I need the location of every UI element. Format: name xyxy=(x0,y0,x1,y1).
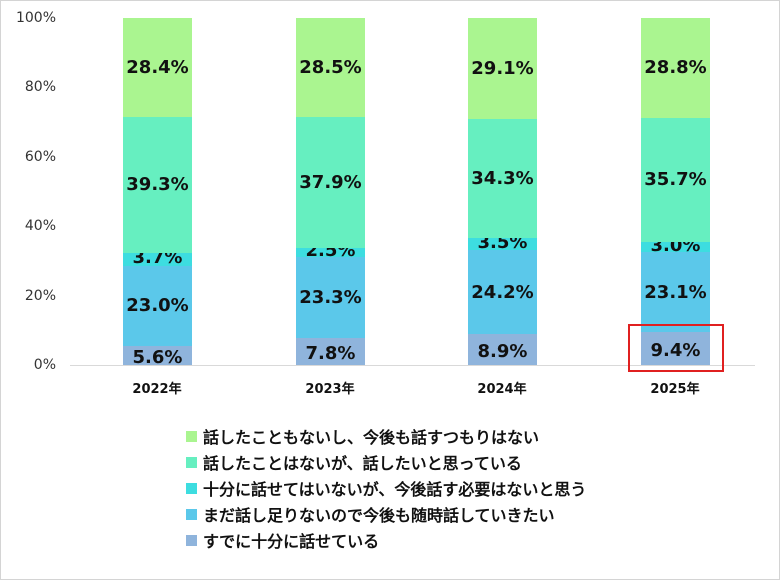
bar-segment: 9.4% xyxy=(641,332,710,365)
bar-segment: 24.2% xyxy=(468,250,537,335)
bar-segment: 34.3% xyxy=(468,118,537,238)
legend-item: 十分に話せてはいないが、今後話す必要はないと思う xyxy=(186,476,586,500)
x-tick-label: 2022年 xyxy=(132,382,182,397)
legend-item: まだ話し足りないので今後も随時話していきたい xyxy=(186,502,586,526)
legend-swatch-icon xyxy=(186,456,197,468)
legend-label: まだ話し足りないので今後も随時話していきたい xyxy=(203,506,555,525)
highlight-box xyxy=(628,324,724,372)
legend-swatch-icon xyxy=(186,430,197,442)
legend-item: 話したこともないし、今後も話すつもりはない xyxy=(186,424,586,448)
bar-segment: 23.3% xyxy=(296,257,365,338)
bar-segment: 39.3% xyxy=(123,116,192,253)
data-label: 39.3% xyxy=(126,174,189,196)
bar-segment: 2.5% xyxy=(296,240,365,261)
bar-segment: 28.5% xyxy=(296,18,365,117)
data-label: 35.7% xyxy=(644,169,707,191)
y-tick-label: 20% xyxy=(24,287,56,304)
y-tick-label: 100% xyxy=(15,10,56,26)
bar-segment: 3.0% xyxy=(641,235,710,256)
bar-segment: 5.6% xyxy=(123,345,192,368)
bar-segment: 23.0% xyxy=(123,265,192,346)
bar-segment: 3.7% xyxy=(123,247,192,268)
data-label: 37.9% xyxy=(299,172,362,194)
data-label: 7.8% xyxy=(305,342,356,364)
legend-label: 話したこともないし、今後も話すつもりはない xyxy=(203,428,540,447)
x-tick-label: 2024年 xyxy=(477,382,527,397)
bar-segment: 29.1% xyxy=(468,18,537,119)
y-tick-label: 60% xyxy=(24,148,56,165)
data-label: 8.9% xyxy=(477,341,528,363)
bar-segment: 35.7% xyxy=(641,117,710,242)
legend-swatch-icon xyxy=(186,534,197,546)
y-tick-label: 80% xyxy=(24,79,56,96)
x-axis-line xyxy=(70,365,755,366)
data-label: 9.4% xyxy=(650,340,701,362)
legend-label: 十分に話せてはいないが、今後話す必要はないと思う xyxy=(203,480,587,499)
y-tick-label: 40% xyxy=(24,218,56,235)
bar-segment: 8.9% xyxy=(468,334,537,365)
bar-segment: 37.9% xyxy=(296,116,365,249)
x-tick-label: 2023年 xyxy=(305,382,355,397)
legend-label: すでに十分に話せている xyxy=(203,532,380,551)
x-tick-label: 2025年 xyxy=(650,382,700,397)
data-label: 34.3% xyxy=(471,167,534,189)
legend-label: 話したことはないが、話したいと思っている xyxy=(203,454,522,473)
bar-segment: 7.8% xyxy=(296,337,365,365)
data-label: 24.2% xyxy=(471,281,534,303)
data-label: 28.5% xyxy=(299,56,362,78)
data-label: 29.1% xyxy=(471,57,534,79)
bar-segment: 28.8% xyxy=(641,18,710,118)
legend-item: すでに十分に話せている xyxy=(186,528,586,552)
legend-swatch-icon xyxy=(186,482,197,494)
data-label: 23.3% xyxy=(299,287,362,308)
bar-segment: 23.1% xyxy=(641,252,710,333)
y-tick-label: 0% xyxy=(33,357,56,373)
legend-swatch-icon xyxy=(186,508,197,520)
data-label: 23.1% xyxy=(644,281,707,303)
data-label: 5.6% xyxy=(132,346,183,368)
bar-segment: 3.5% xyxy=(468,232,537,253)
data-label: 28.8% xyxy=(644,57,707,79)
data-label: 23.0% xyxy=(126,295,189,317)
data-label: 28.4% xyxy=(126,56,189,78)
legend-item: 話したことはないが、話したいと思っている xyxy=(186,450,586,474)
legend: 話したこともないし、今後も話すつもりはない 話したことはないが、話したいと思ってい… xyxy=(186,424,586,554)
bar-segment: 28.4% xyxy=(123,18,192,117)
